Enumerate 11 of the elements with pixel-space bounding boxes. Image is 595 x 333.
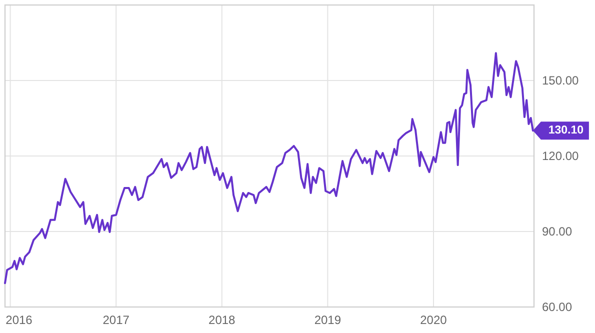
x-tick-label: 2020 bbox=[420, 313, 448, 327]
x-tick-label: 2018 bbox=[208, 313, 236, 327]
y-tick-label: 150.00 bbox=[542, 74, 580, 88]
y-tick-label: 60.00 bbox=[542, 300, 572, 314]
y-tick-label: 120.00 bbox=[542, 149, 580, 163]
line-series bbox=[4, 52, 534, 284]
y-tick-label: 90.00 bbox=[542, 224, 572, 238]
x-tick-label: 2019 bbox=[314, 313, 342, 327]
x-tick-label: 2016 bbox=[6, 313, 33, 327]
x-tick-label: 2017 bbox=[102, 313, 130, 327]
annotation: 130.10 bbox=[548, 124, 584, 137]
